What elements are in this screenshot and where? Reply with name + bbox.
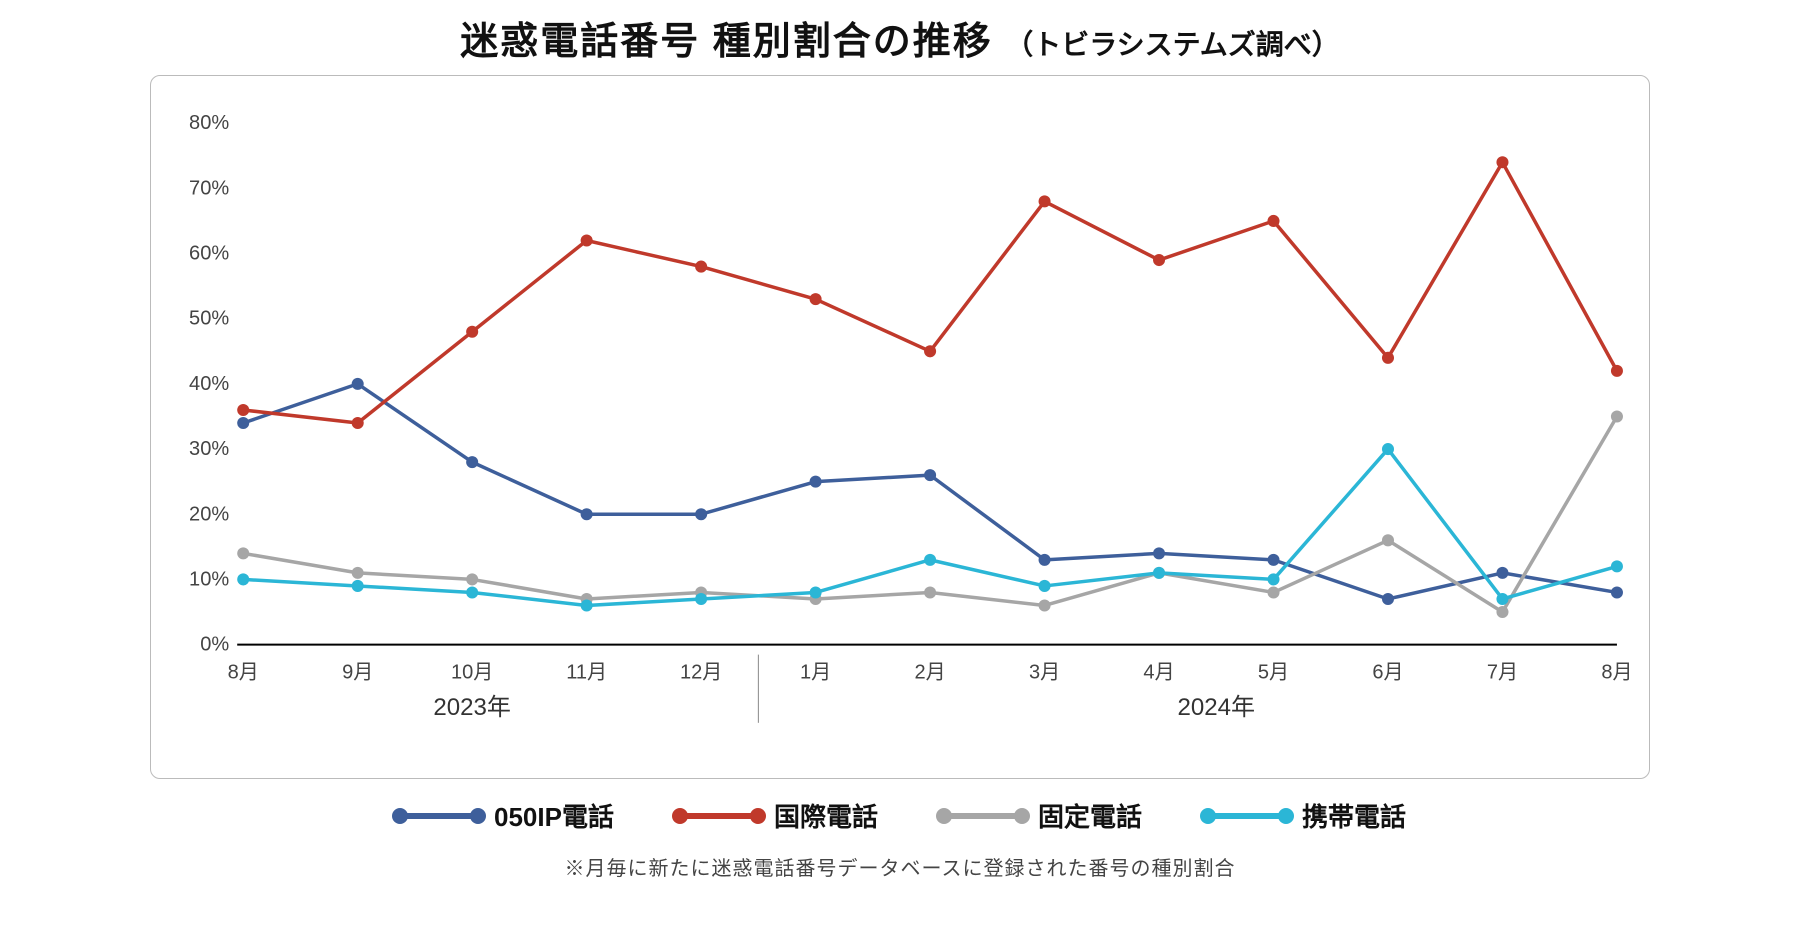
y-tick-label: 50% (189, 308, 229, 330)
legend-swatch (394, 813, 484, 819)
chart-title-main: 迷惑電話番号 種別割合の推移 (460, 21, 993, 63)
legend-swatch (938, 813, 1028, 819)
chart-title: 迷惑電話番号 種別割合の推移 （トビラシステムズ調べ） (150, 10, 1650, 65)
series-marker-ip050 (1153, 547, 1165, 559)
legend-label: 国際電話 (774, 797, 878, 834)
x-tick-label: 3月 (1029, 662, 1060, 684)
y-tick-label: 40% (189, 373, 229, 395)
legend-label: 固定電話 (1038, 797, 1142, 834)
x-tick-label: 12月 (680, 662, 722, 684)
series-marker-landline (237, 547, 249, 559)
series-marker-ip050 (466, 456, 478, 468)
series-marker-ip050 (1267, 554, 1279, 566)
chart-footnote: ※月毎に新たに迷惑電話番号データベースに登録された番号の種別割合 (150, 852, 1650, 881)
chart-legend: 050IP電話 国際電話 固定電話 携帯電話 (150, 797, 1650, 834)
series-marker-landline (1382, 534, 1394, 546)
series-marker-mobile (1267, 573, 1279, 585)
series-marker-mobile (1039, 580, 1051, 592)
chart-frame: 0% 10% 20% 30% 40% 50% 60% 70% 80% 8月 9月 10月 11月 12月 1… (150, 75, 1650, 779)
series-marker-ip050 (810, 476, 822, 488)
series-marker-landline (466, 573, 478, 585)
y-tick-label: 70% (189, 177, 229, 199)
series-marker-intl (581, 234, 593, 246)
x-tick-label: 2月 (914, 662, 945, 684)
series-marker-intl (466, 326, 478, 338)
x-tick-label: 5月 (1258, 662, 1289, 684)
y-tick-label: 60% (189, 243, 229, 265)
series-marker-ip050 (352, 378, 364, 390)
series-marker-intl (695, 261, 707, 273)
x-tick-label: 1月 (800, 662, 831, 684)
series-marker-mobile (1382, 443, 1394, 455)
series-marker-ip050 (924, 469, 936, 481)
series-marker-landline (1611, 410, 1623, 422)
series-marker-ip050 (237, 417, 249, 429)
legend-item-landline: 固定電話 (938, 797, 1142, 834)
series-marker-ip050 (1496, 567, 1508, 579)
series-marker-mobile (924, 554, 936, 566)
series-marker-intl (810, 293, 822, 305)
series-marker-mobile (1611, 560, 1623, 572)
series-marker-intl (1382, 352, 1394, 364)
legend-item-ip050: 050IP電話 (394, 797, 614, 834)
series-marker-mobile (1153, 567, 1165, 579)
x-tick-label: 8月 (1601, 662, 1632, 684)
x-tick-label: 8月 (228, 662, 259, 684)
series-marker-ip050 (581, 508, 593, 520)
series-marker-landline (1496, 606, 1508, 618)
series-marker-intl (237, 404, 249, 416)
x-tick-label: 11月 (566, 662, 607, 684)
series-marker-intl (1039, 195, 1051, 207)
x-tick-label: 4月 (1143, 662, 1174, 684)
legend-swatch (1202, 813, 1292, 819)
series-marker-intl (1153, 254, 1165, 266)
x-group-label: 2024年 (1178, 694, 1256, 721)
x-tick-label: 9月 (342, 662, 373, 684)
legend-item-mobile: 携帯電話 (1202, 797, 1406, 834)
y-tick-label: 10% (189, 568, 229, 590)
y-tick-label: 20% (189, 503, 229, 525)
legend-label: 携帯電話 (1302, 797, 1406, 834)
series-marker-mobile (466, 586, 478, 598)
y-tick-label: 0% (200, 634, 229, 656)
chart-title-sub: （トビラシステムズ調べ） (1005, 29, 1340, 60)
series-marker-mobile (352, 580, 364, 592)
series-marker-mobile (1496, 593, 1508, 605)
y-tick-label: 80% (189, 112, 229, 134)
series-line-ip050 (243, 384, 1617, 599)
x-tick-label: 7月 (1487, 662, 1518, 684)
series-marker-landline (352, 567, 364, 579)
series-marker-landline (1267, 586, 1279, 598)
legend-swatch (674, 813, 764, 819)
series-marker-ip050 (1382, 593, 1394, 605)
x-group-label: 2023年 (433, 694, 511, 721)
series-marker-ip050 (1611, 586, 1623, 598)
legend-item-intl: 国際電話 (674, 797, 878, 834)
series-marker-mobile (237, 573, 249, 585)
series-marker-intl (1496, 156, 1508, 168)
x-tick-label: 6月 (1372, 662, 1403, 684)
x-tick-label: 10月 (451, 662, 493, 684)
series-marker-landline (924, 586, 936, 598)
series-marker-ip050 (1039, 554, 1051, 566)
legend-label: 050IP電話 (494, 797, 614, 834)
series-marker-intl (352, 417, 364, 429)
series-marker-mobile (581, 599, 593, 611)
series-marker-mobile (810, 586, 822, 598)
y-tick-label: 30% (189, 438, 229, 460)
series-marker-landline (1039, 599, 1051, 611)
series-marker-intl (1267, 215, 1279, 227)
series-marker-ip050 (695, 508, 707, 520)
line-chart: 0% 10% 20% 30% 40% 50% 60% 70% 80% 8月 9月 10月 11月 12月 1… (163, 94, 1637, 754)
series-marker-intl (1611, 365, 1623, 377)
series-line-intl (243, 162, 1617, 423)
series-marker-intl (924, 345, 936, 357)
series-marker-mobile (695, 593, 707, 605)
